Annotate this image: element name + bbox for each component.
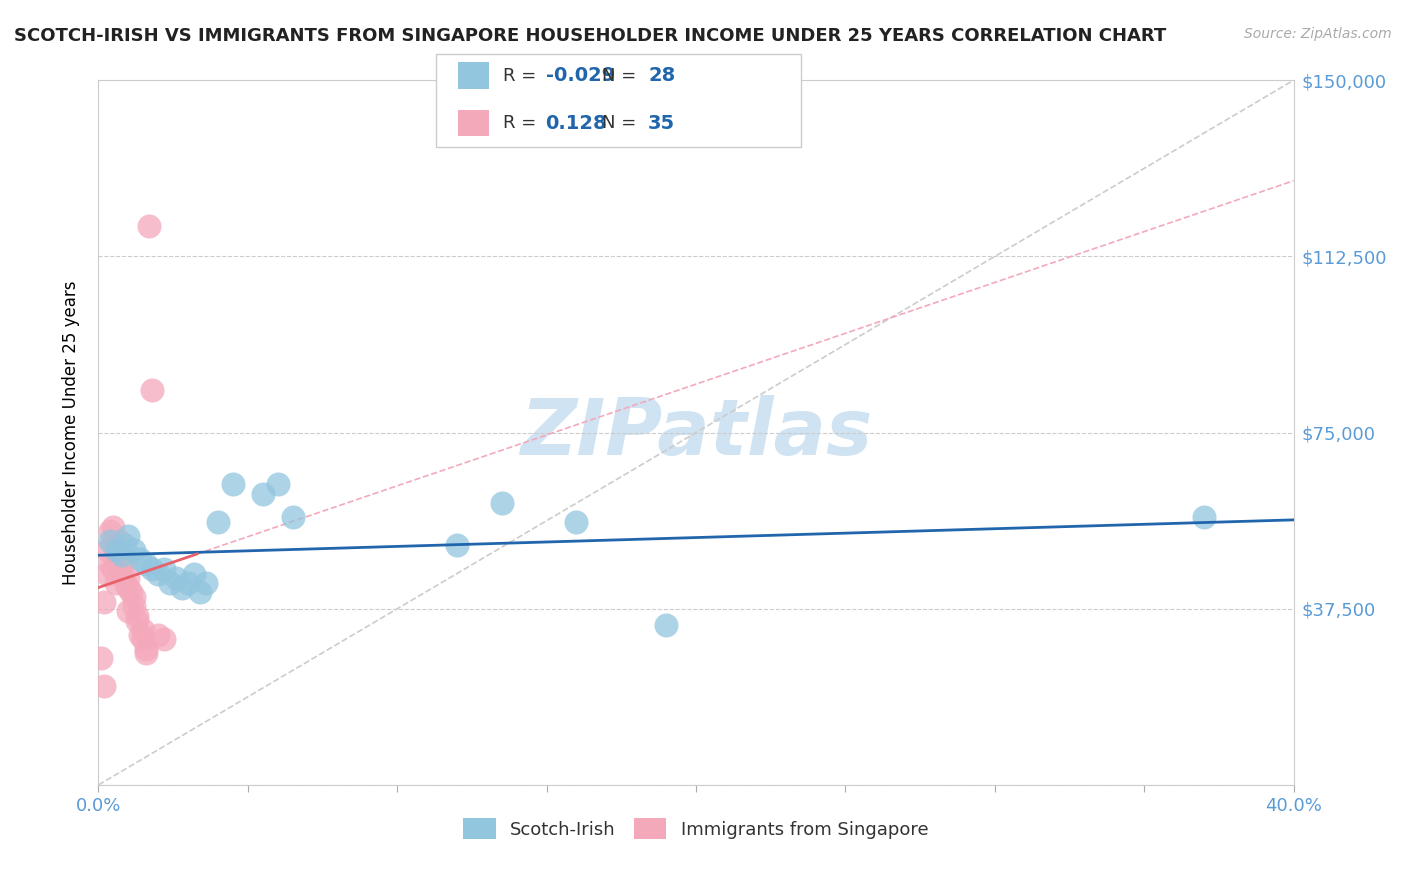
Text: 35: 35 xyxy=(648,113,675,133)
Point xyxy=(90,651,112,665)
Point xyxy=(281,510,304,524)
Point xyxy=(105,576,128,591)
Point xyxy=(108,543,131,558)
Point xyxy=(267,477,290,491)
Point xyxy=(129,552,152,566)
Text: Source: ZipAtlas.com: Source: ZipAtlas.com xyxy=(1244,27,1392,41)
Point xyxy=(124,599,146,614)
Point xyxy=(120,585,142,599)
Point xyxy=(159,576,181,591)
Point xyxy=(103,562,125,576)
Point xyxy=(141,562,163,576)
Point xyxy=(127,614,149,628)
Point xyxy=(93,679,115,693)
Point xyxy=(132,623,155,637)
Point xyxy=(117,581,139,595)
Point xyxy=(111,548,134,562)
Point xyxy=(491,496,513,510)
Text: N =: N = xyxy=(602,67,641,85)
Point xyxy=(177,576,200,591)
Point xyxy=(135,557,157,571)
Point xyxy=(222,477,245,491)
Legend: Scotch-Irish, Immigrants from Singapore: Scotch-Irish, Immigrants from Singapore xyxy=(456,811,936,847)
Point xyxy=(153,632,176,647)
Point xyxy=(153,562,176,576)
Point xyxy=(132,632,155,647)
Point xyxy=(103,519,125,533)
Point xyxy=(98,524,122,539)
Point xyxy=(655,618,678,632)
Point xyxy=(141,384,163,398)
Point xyxy=(124,590,146,604)
Point xyxy=(93,595,115,609)
Point xyxy=(1192,510,1215,524)
Text: 28: 28 xyxy=(648,66,675,86)
Text: SCOTCH-IRISH VS IMMIGRANTS FROM SINGAPORE HOUSEHOLDER INCOME UNDER 25 YEARS CORR: SCOTCH-IRISH VS IMMIGRANTS FROM SINGAPOR… xyxy=(14,27,1167,45)
Point xyxy=(135,647,157,661)
Point xyxy=(114,538,136,552)
Point xyxy=(105,543,128,558)
Text: ZIPatlas: ZIPatlas xyxy=(520,394,872,471)
Point xyxy=(111,566,134,581)
Text: -0.029: -0.029 xyxy=(546,66,614,86)
Point xyxy=(117,571,139,585)
Point xyxy=(124,543,146,558)
Point xyxy=(98,557,122,571)
Point xyxy=(148,566,170,581)
Point xyxy=(188,585,211,599)
Point xyxy=(148,627,170,641)
Point xyxy=(98,533,122,548)
Point xyxy=(114,576,136,591)
Text: R =: R = xyxy=(503,67,543,85)
Point xyxy=(114,552,136,566)
Point xyxy=(252,486,274,500)
Point xyxy=(127,608,149,623)
Point xyxy=(96,566,118,581)
Y-axis label: Householder Income Under 25 years: Householder Income Under 25 years xyxy=(62,280,80,585)
Point xyxy=(135,641,157,656)
Point xyxy=(207,515,229,529)
Point xyxy=(165,571,187,585)
Text: R =: R = xyxy=(503,114,543,132)
Point xyxy=(138,219,160,233)
Point xyxy=(183,566,205,581)
Point xyxy=(172,581,194,595)
Point xyxy=(117,604,139,618)
Point xyxy=(96,543,118,558)
Point xyxy=(111,557,134,571)
Point xyxy=(129,627,152,641)
Point xyxy=(105,548,128,562)
Point xyxy=(103,538,125,552)
Text: 0.128: 0.128 xyxy=(546,113,607,133)
Point xyxy=(195,576,218,591)
Point xyxy=(446,538,468,552)
Text: N =: N = xyxy=(602,114,641,132)
Point xyxy=(565,515,588,529)
Point xyxy=(108,533,131,548)
Point xyxy=(117,529,139,543)
